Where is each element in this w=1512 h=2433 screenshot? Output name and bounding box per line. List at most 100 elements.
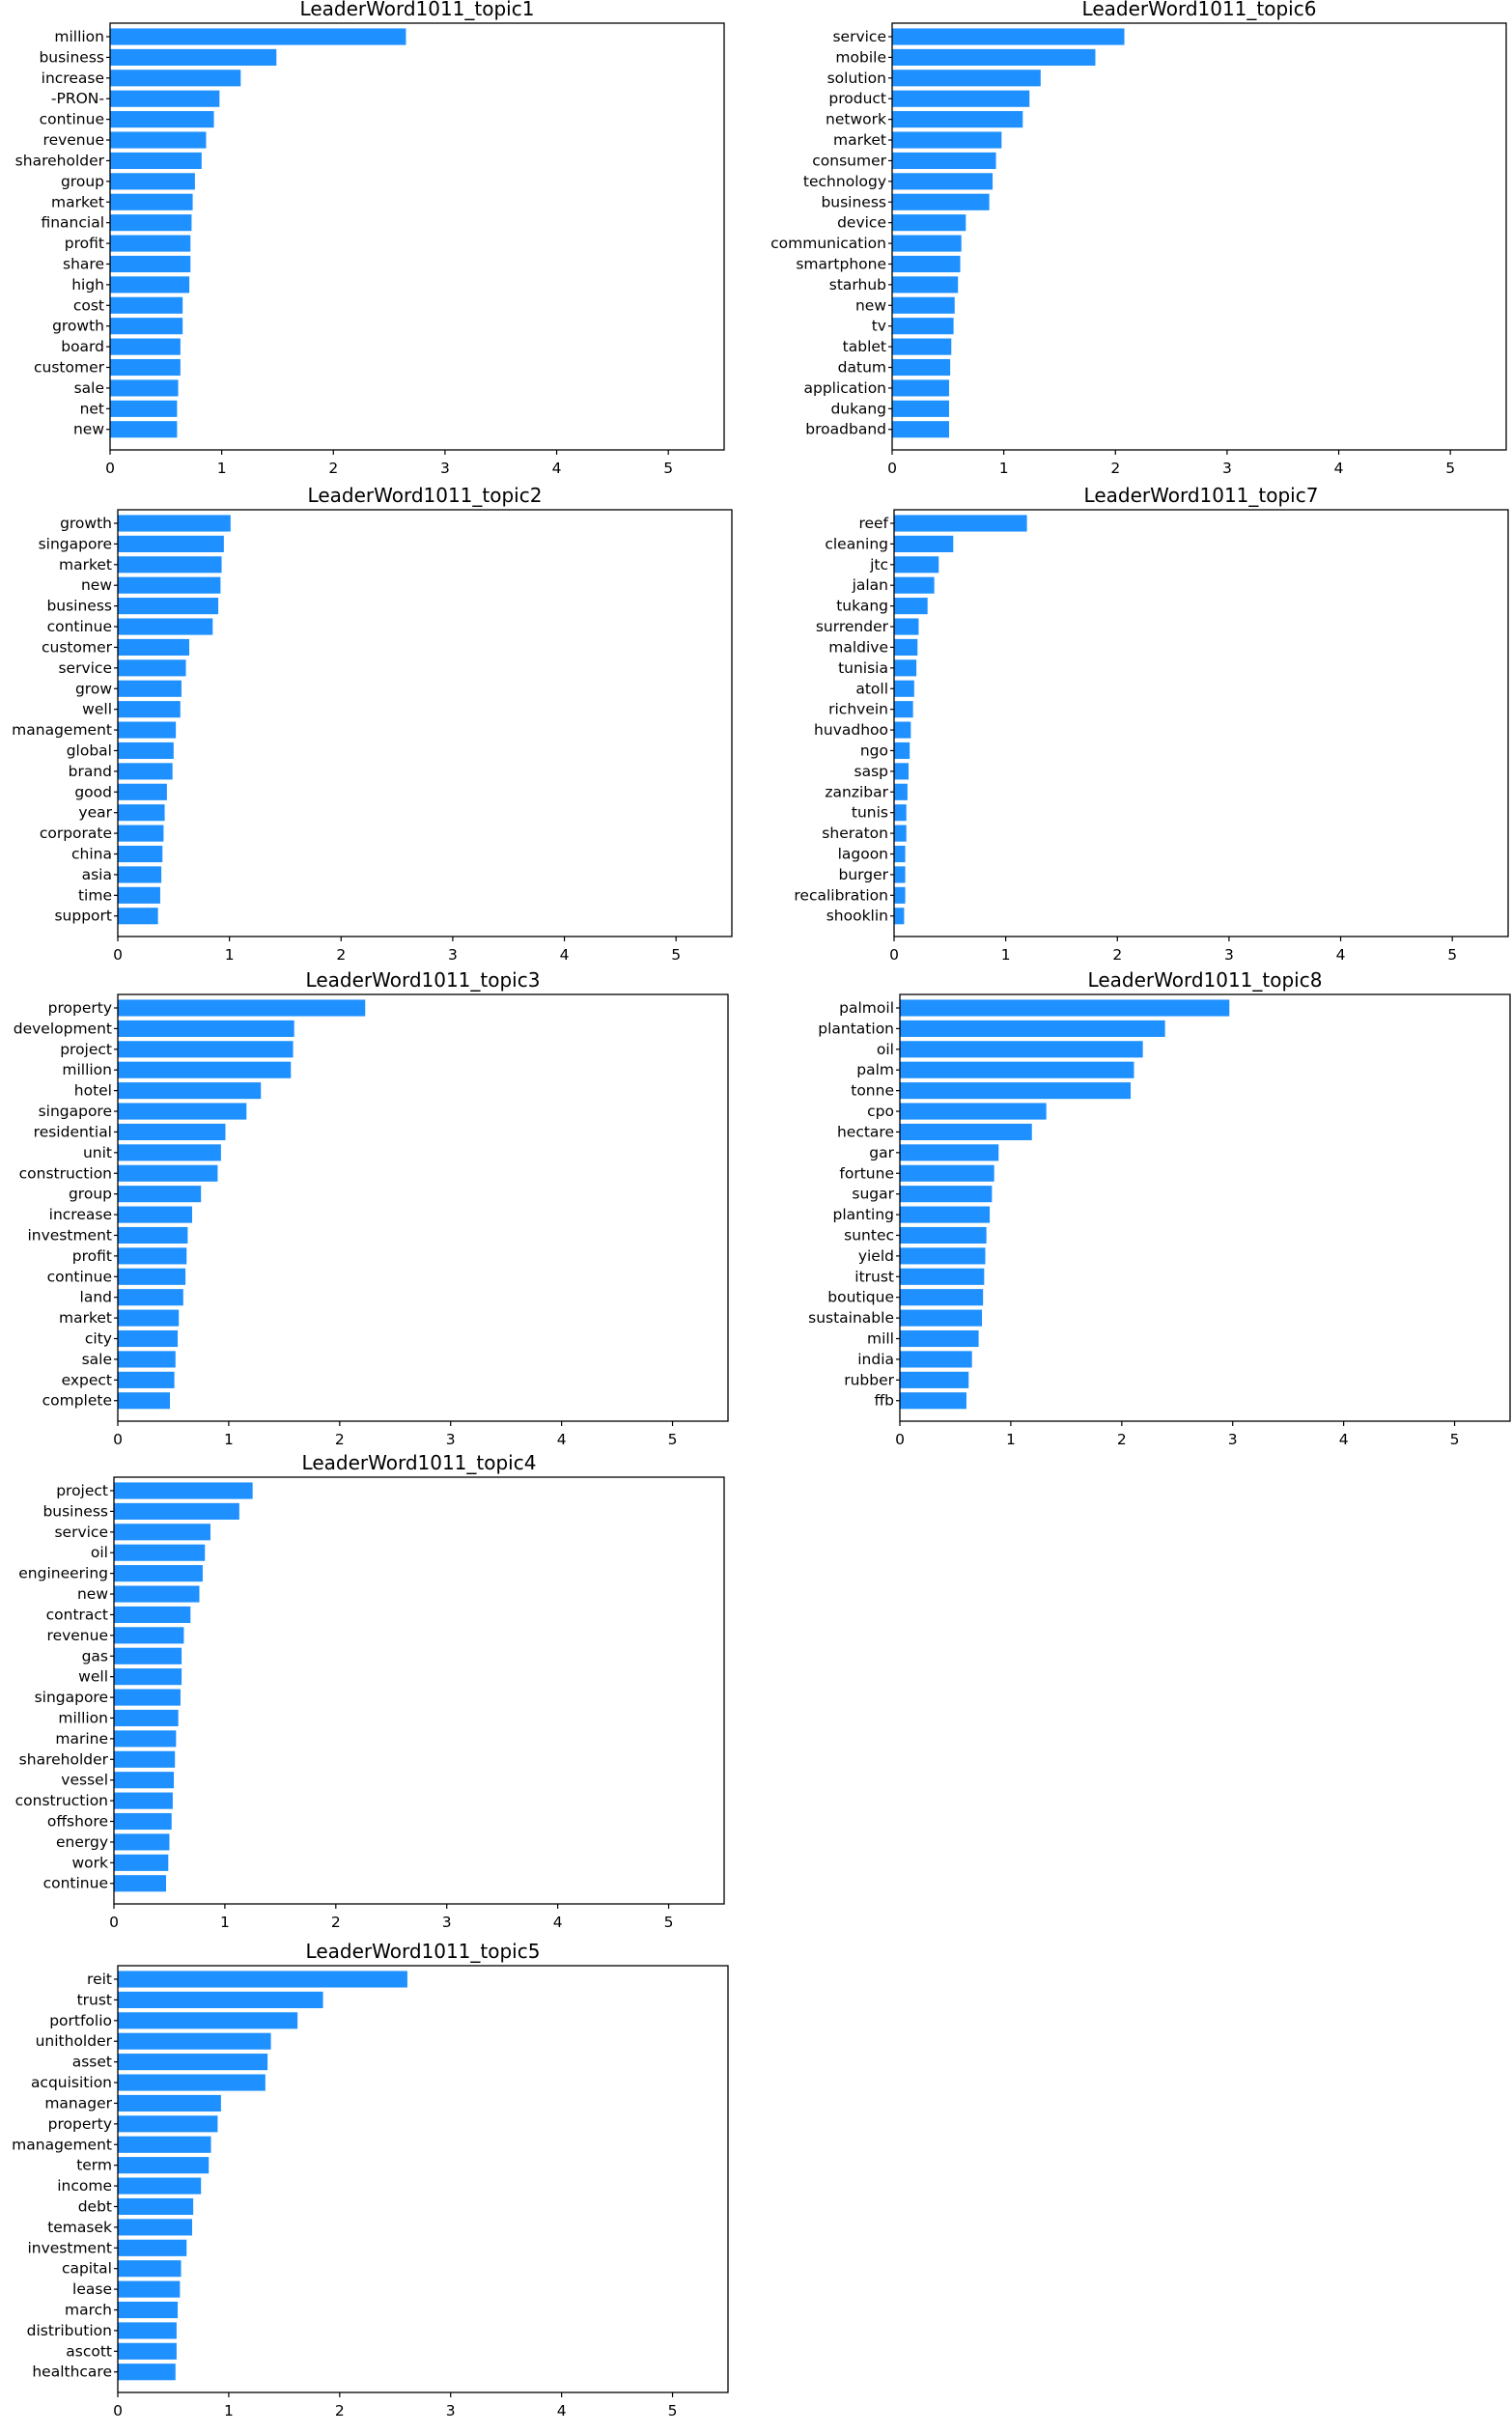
x-tick-label: 1 [1006,1431,1016,1448]
bar [118,1351,176,1368]
bar [894,618,919,635]
bar [894,908,905,925]
category-label: application [804,379,887,397]
category-label: broadband [805,421,886,438]
x-tick-label: 5 [1450,1431,1460,1448]
x-tick-label: 0 [113,2402,123,2419]
bar [900,1371,969,1388]
bar [118,2363,176,2381]
category-label: manager [44,2094,112,2111]
bar [118,2239,187,2256]
bar [894,721,911,739]
chart-panel-3: LeaderWord1011_topic2 growth singapore mark… [10,484,736,977]
bar [118,2197,194,2216]
bar [900,1103,1047,1120]
bar [110,358,181,377]
bar [110,28,406,45]
bar [900,1329,979,1348]
category-label: hectare [837,1123,894,1140]
bar [118,618,213,635]
bar [894,556,939,573]
category-label: portfolio [49,2012,112,2029]
bar [892,173,994,190]
category-label: energy [56,1833,108,1851]
bar [114,1772,175,1789]
category-label: grow [75,680,112,697]
category-label: business [39,48,104,66]
category-label: service [58,659,112,677]
bar [900,1289,984,1306]
category-label: shooklin [826,908,888,925]
category-label: share [63,255,104,272]
category-label: singapore [39,1103,112,1120]
bar [114,1647,182,1664]
category-label: asset [72,2054,112,2071]
bar [118,2280,181,2298]
bar [110,70,241,87]
bar [900,1061,1134,1078]
bar [900,999,1230,1017]
category-label: customer [34,359,105,377]
category-label: well [78,1668,108,1686]
bar [118,1289,183,1306]
bar [892,193,990,210]
bar [118,1144,221,1161]
chart-panel-1: LeaderWord1011_topic1 million business incr… [2,0,728,490]
category-label: project [60,1041,112,1058]
bar [118,886,160,904]
bar [114,1792,173,1809]
bar [118,1061,292,1078]
x-tick-label: 1 [224,1431,234,1448]
category-label: market [59,556,112,573]
category-label: good [74,783,112,800]
bar [110,296,183,314]
bar [118,2322,177,2339]
category-label: march [65,2302,112,2319]
x-tick-label: 1 [220,1914,230,1931]
category-label: project [56,1482,108,1499]
category-label: dukang [830,400,886,417]
x-tick-label: 0 [889,946,899,964]
plot-frame [113,1476,725,1905]
bar [892,235,962,252]
bar [110,173,195,190]
bar [118,825,164,842]
bar [110,131,207,149]
bar [114,1502,239,1520]
category-label: suntec [844,1226,894,1244]
category-label: jtc [869,556,888,573]
category-label: jalan [852,576,888,594]
x-tick-label: 5 [668,2402,678,2419]
category-label: market [833,131,886,149]
bar [118,1186,202,1203]
bar [892,131,1002,149]
category-label: land [80,1289,112,1306]
bar [118,2260,182,2278]
category-label: distribution [27,2322,112,2339]
bar [110,400,178,417]
bar [892,48,1096,66]
category-label: tonne [851,1082,894,1100]
x-tick-label: 0 [113,1431,123,1448]
bar [118,999,366,1017]
category-label: gar [869,1144,894,1161]
category-label: sugar [852,1186,894,1203]
category-label: construction [19,1164,112,1182]
category-label: device [837,214,886,232]
bar [114,1689,181,1706]
category-label: board [61,338,104,355]
x-tick-label: 4 [553,1914,563,1931]
x-tick-label: 5 [663,460,673,477]
bar [900,1247,986,1265]
bar [118,783,167,800]
x-tick-label: 4 [557,1431,567,1448]
category-label: profit [72,1247,112,1265]
category-label: income [57,2177,112,2195]
category-label: development [14,1020,112,1037]
plot-frame [893,509,1509,937]
bar [892,70,1041,87]
category-label: sustainable [808,1309,894,1327]
bar [118,845,163,863]
bar [114,1750,176,1768]
